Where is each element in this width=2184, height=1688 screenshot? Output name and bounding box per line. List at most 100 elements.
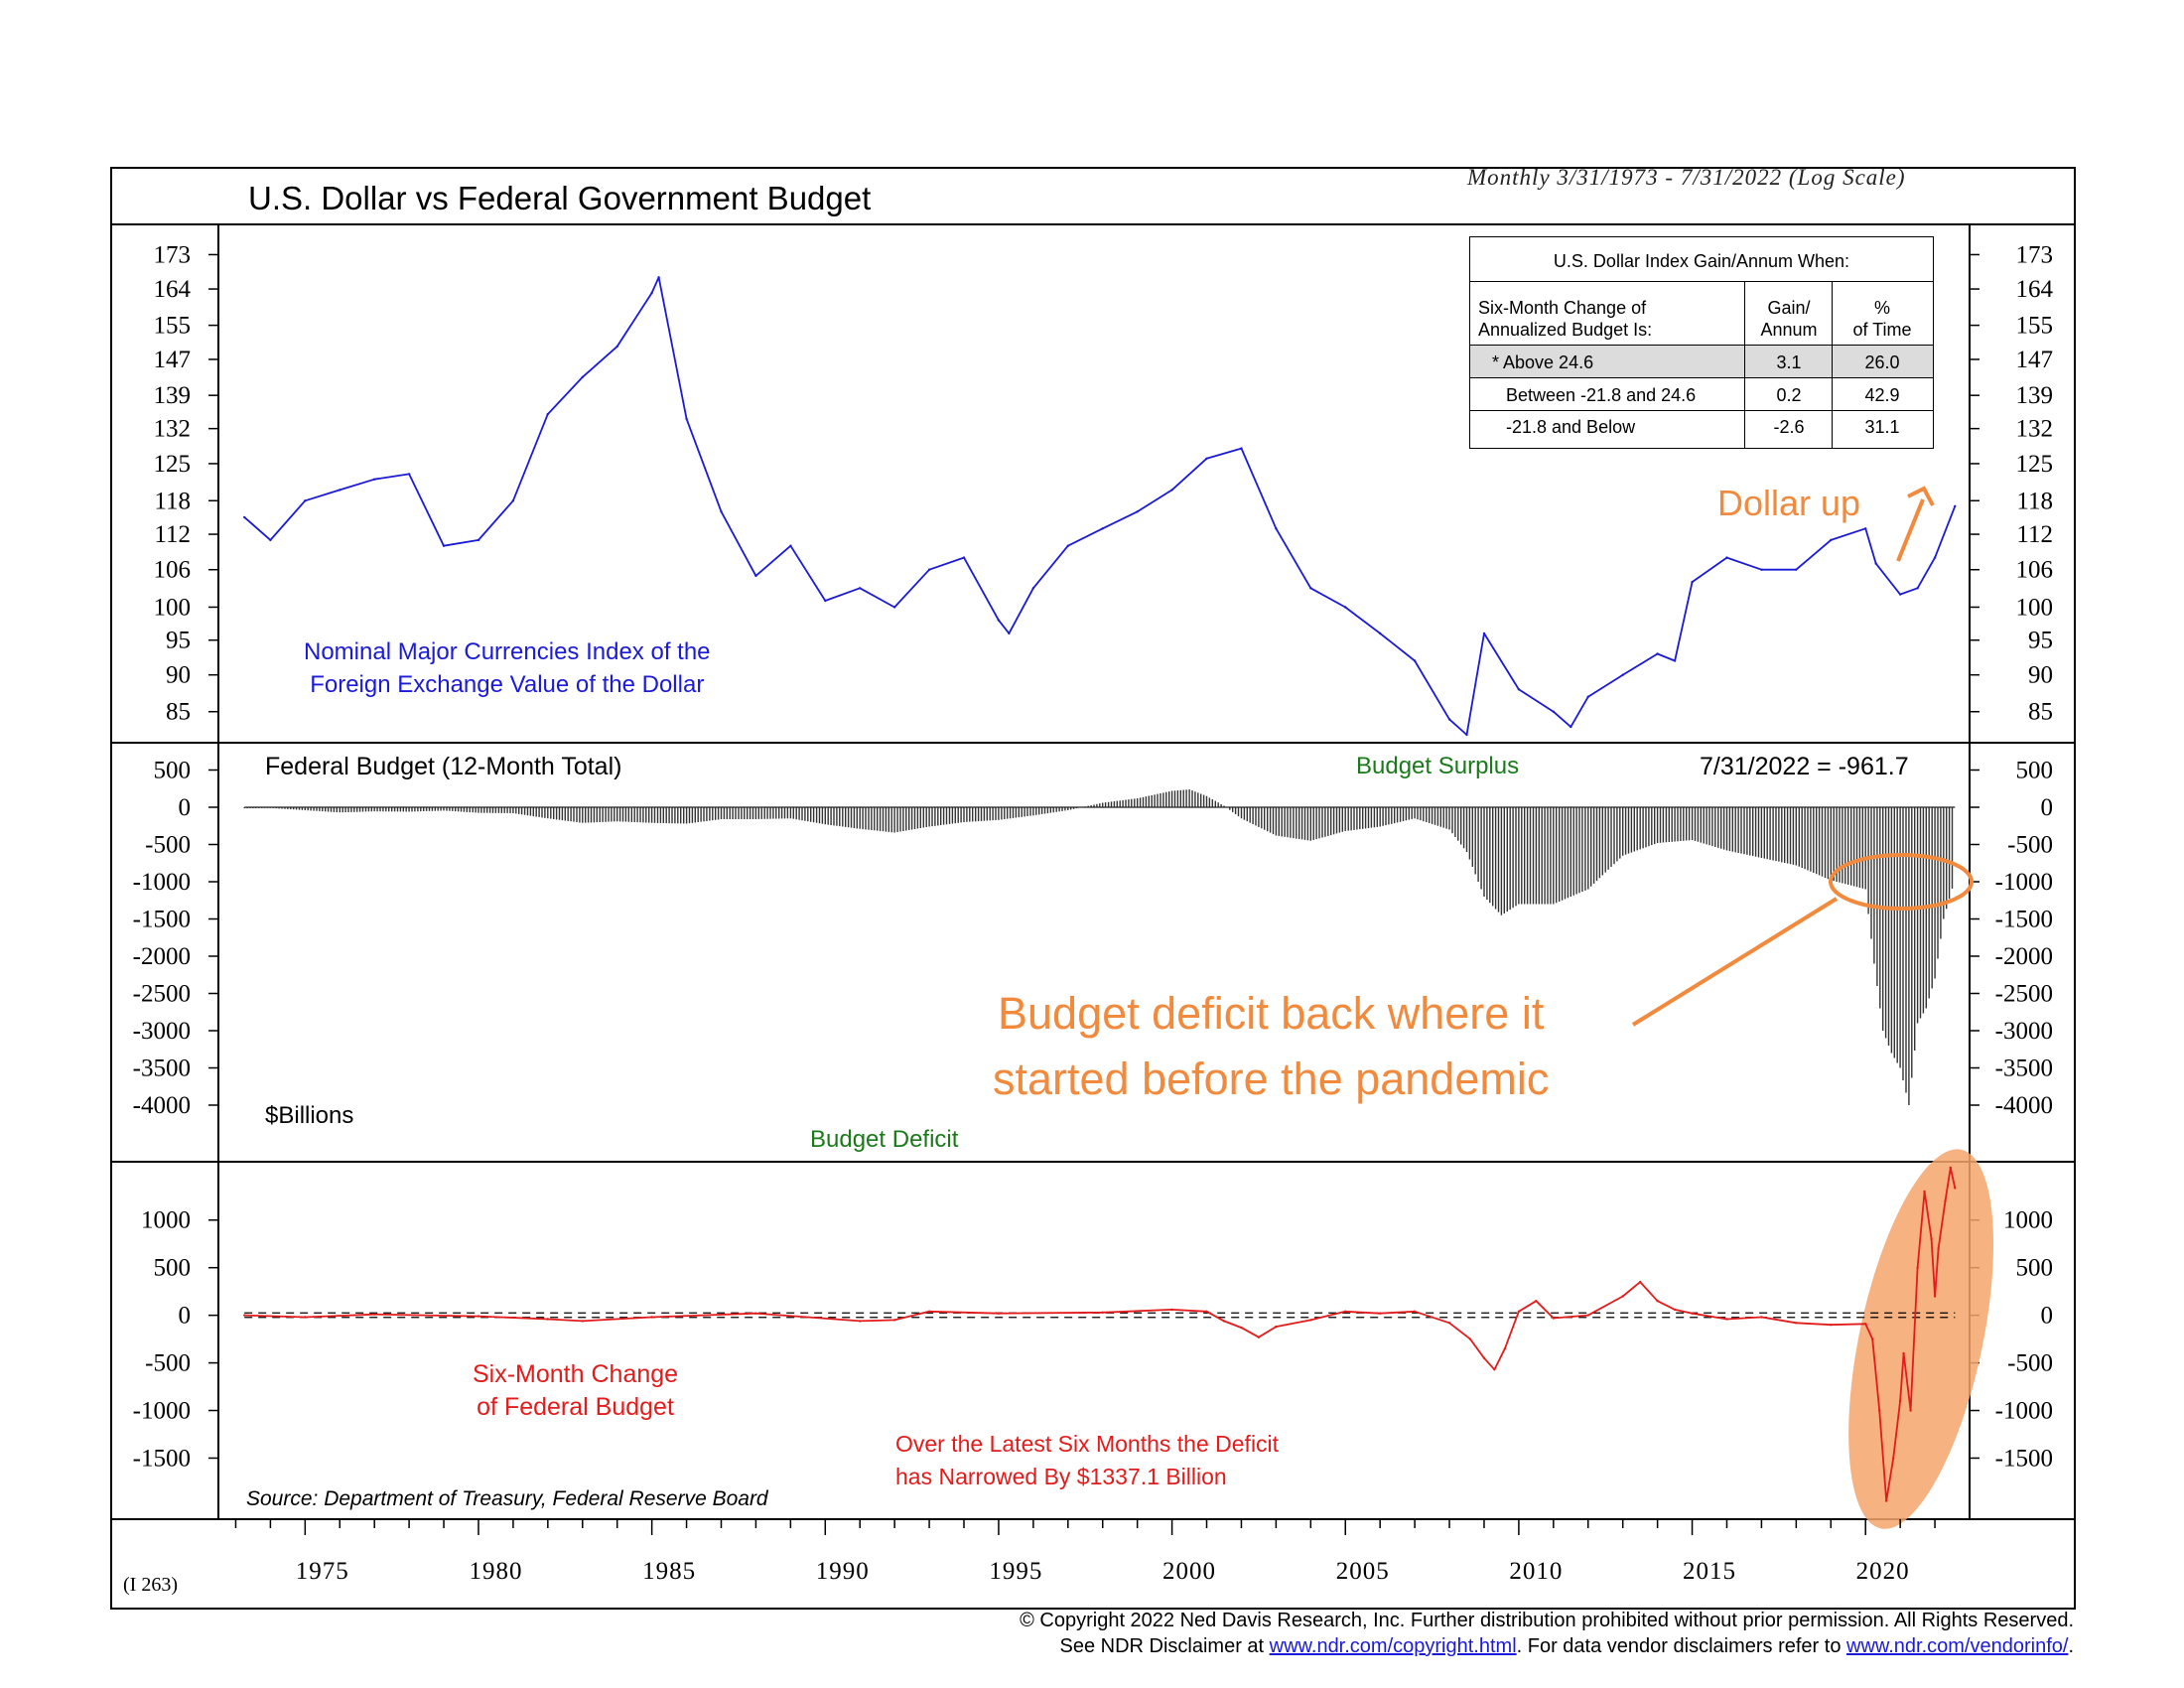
budget-axis-tick-label-right: -2000 [1995, 943, 2053, 970]
budget-axis-tick-label-right: -1000 [1995, 869, 2053, 896]
dollar-index-line-point [1586, 695, 1590, 698]
source-note: Source: Department of Treasury, Federal … [246, 1487, 768, 1510]
dollar-index-line-point [1275, 527, 1278, 530]
dollar-index-line-point [546, 412, 549, 416]
budget-axis-tick-label-left: -1000 [133, 869, 191, 896]
dollar-index-line-point [1933, 556, 1937, 559]
stats-row-below-label: -21.8 and Below [1506, 417, 1636, 437]
dollar-axis-tick-label-left: 90 [166, 662, 191, 689]
chart-border [110, 167, 2076, 1610]
dollar-index-line-point [1656, 652, 1659, 655]
dollar-axis-tick-label-right: 100 [2016, 594, 2054, 621]
dollar-axis-tick-label-right: 85 [2028, 699, 2053, 726]
dollar-axis-tick-label-right: 90 [2028, 662, 2053, 689]
budget-change-line-point [581, 1320, 584, 1323]
stats-table: U.S. Dollar Index Gain/Annum When: Six-M… [1469, 236, 1934, 449]
disclaimer-text: See NDR Disclaimer at [1059, 1635, 1270, 1657]
dollar-panel: 173 173 164 164 155 155 147 147 139 139 132 132 125 1… [154, 241, 2054, 737]
dollar-index-line-point [1136, 510, 1139, 513]
budget-change-line-point [1795, 1322, 1798, 1325]
dollar-axis-tick-label-right: 112 [2016, 521, 2053, 548]
stats-col3-header: % of Time [1834, 297, 1931, 341]
budget-change-line-point [1586, 1314, 1590, 1317]
dollar-axis-tick-label-left: 139 [154, 382, 192, 409]
change-axis-tick-label-right: -1500 [1995, 1445, 2053, 1472]
dollar-index-line-point [1379, 632, 1382, 635]
budget-change-line-point [1898, 1399, 1902, 1403]
dollar-index-line-point [650, 291, 653, 295]
copyright-link[interactable]: www.ndr.com/copyright.html [1269, 1635, 1517, 1657]
budget-change-line-point [1949, 1166, 1953, 1170]
change-axis-tick-label-left: 500 [154, 1255, 192, 1282]
dollar-index-line [243, 276, 1957, 736]
dollar-index-line-point [511, 499, 515, 502]
dollar-index-line-point [1008, 632, 1011, 635]
dollar-index-line-point [1413, 659, 1417, 662]
budget-axis-tick-label-right: -1500 [1995, 907, 2053, 933]
budget-change-line-point [1101, 1311, 1104, 1315]
budget-change-line-point [1954, 1187, 1957, 1190]
dollar-index-line-point [927, 568, 931, 571]
budget-change-line-point [1309, 1319, 1312, 1322]
dollar-index-line-point [581, 375, 584, 378]
budget-change-line-point [1760, 1316, 1763, 1319]
stats-row-between-pct: 42.9 [1864, 385, 1900, 405]
stats-col-divider [1832, 281, 1833, 448]
dollar-axis-tick-label-left: 164 [154, 276, 192, 303]
dollar-index-line-point [1898, 593, 1902, 596]
budget-change-line-point [1447, 1322, 1451, 1325]
dollar-axis-tick-label-left: 173 [154, 241, 192, 268]
budget-axis-tick-label-right: -4000 [1995, 1092, 2053, 1119]
change-axis-tick-label-right: 500 [2016, 1255, 2054, 1282]
budget-change-line-point [1864, 1323, 1867, 1326]
budget-change-line-point [1170, 1308, 1173, 1312]
budget-change-line-point [1222, 1320, 1226, 1323]
dollar-axis-tick-label-right: 155 [2016, 313, 2054, 340]
budget-change-line-point [892, 1319, 896, 1322]
x-tick-label: 1990 [816, 1558, 870, 1585]
dollar-series-label-line1: Nominal Major Currencies Index of the [304, 638, 711, 665]
dollar-index-line-point [789, 544, 792, 547]
dollar-axis-tick-label-right: 132 [2016, 416, 2054, 443]
stats-col2-header-line1: Gain/ [1767, 298, 1811, 318]
deficit-callout-circle [1829, 853, 1974, 911]
stats-divider [1470, 377, 1933, 378]
budget-axis-tick-label-left: -2000 [133, 943, 191, 970]
budget-change-line-point [1937, 1247, 1940, 1250]
dollar-axis-tick-label-left: 85 [166, 699, 191, 726]
budget-change-line-point [1933, 1295, 1937, 1298]
dollar-index-line-point [243, 515, 246, 519]
change-axis-tick-label-left: 1000 [141, 1207, 191, 1234]
x-axis: 1975 1980 1985 1990 1995 2000 2005 2010 2015 2020 [234, 1519, 1936, 1585]
budget-change-line-point [1923, 1190, 1926, 1194]
budget-change-line-point [1725, 1318, 1728, 1321]
budget-change-line-point [1621, 1295, 1624, 1298]
vendorinfo-link[interactable]: www.ndr.com/vendorinfo/ [1846, 1635, 2069, 1657]
dollar-index-line-point [1344, 606, 1347, 609]
budget-units-label: $Billions [265, 1102, 354, 1129]
dollar-axis-tick-label-left: 100 [154, 594, 192, 621]
dollar-index-line-point [1031, 587, 1035, 590]
dollar-index-line-point [1240, 447, 1243, 450]
disclaimer-text-mid: . For data vendor disclaimers refer to [1516, 1635, 1846, 1657]
disclaimer-text-end: . [2068, 1635, 2074, 1657]
dollar-index-line-point [1570, 725, 1572, 729]
budget-axis-tick-label-right: 500 [2016, 758, 2054, 784]
dollar-index-line-point [997, 619, 1001, 622]
budget-change-line-point [1830, 1324, 1833, 1327]
budget-deficit-label: Budget Deficit [810, 1126, 959, 1153]
x-tick-label: 1980 [469, 1558, 522, 1585]
dollar-index-line-point [1725, 556, 1728, 559]
dollar-axis-tick-label-right: 118 [2016, 488, 2053, 514]
dollar-index-line-point [1066, 544, 1070, 547]
dollar-index-line-point [859, 587, 862, 590]
dollar-index-line-point [1517, 688, 1521, 691]
budget-change-line-point [1240, 1326, 1243, 1330]
change-note-line1: Over the Latest Six Months the Deficit [895, 1431, 1280, 1457]
budget-axis-tick-label-right: -3500 [1995, 1055, 2053, 1082]
budget-change-line-point [1944, 1199, 1947, 1202]
budget-change-line-point [1503, 1347, 1507, 1350]
change-series-label-line1: Six-Month Change [473, 1360, 679, 1388]
stats-col1-header-line2: Annualized Budget Is: [1478, 320, 1653, 340]
